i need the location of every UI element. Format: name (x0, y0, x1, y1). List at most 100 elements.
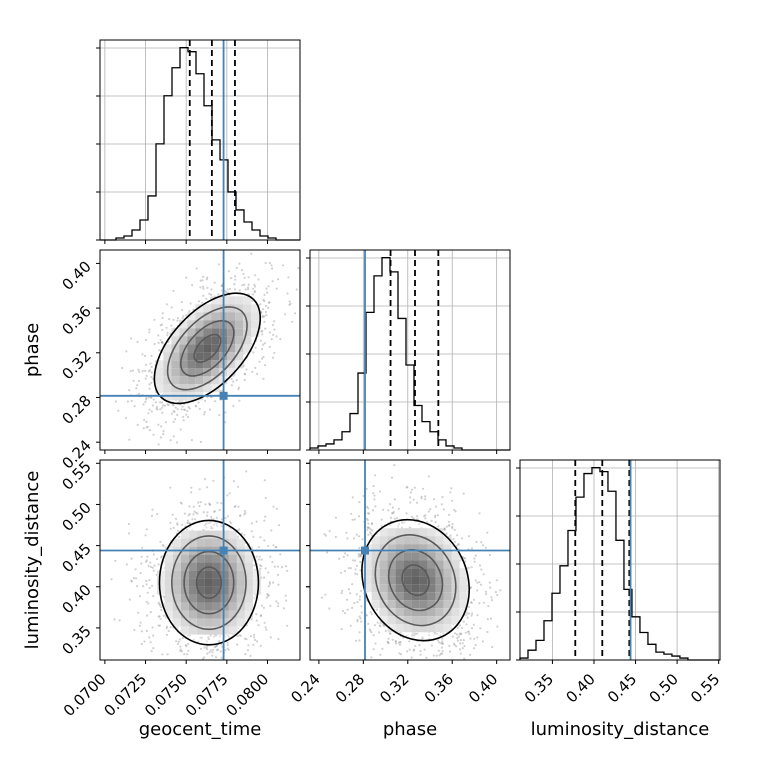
sample-point (170, 306, 173, 309)
sample-point (398, 643, 402, 646)
sample-point (150, 396, 153, 399)
sample-point (212, 479, 215, 482)
sample-point (172, 420, 175, 423)
sample-point (228, 492, 231, 495)
sample-point (371, 509, 375, 512)
sample-point (252, 633, 256, 637)
x-tick-label-luminosity-distance-3: 0.50 (646, 670, 682, 706)
sample-point (255, 613, 258, 616)
sample-point (456, 637, 459, 640)
sample-point (445, 525, 448, 528)
sample-point (161, 406, 164, 409)
sample-point (485, 593, 488, 596)
sample-point (397, 507, 400, 510)
sample-point (255, 640, 259, 643)
sample-point (190, 486, 193, 489)
sample-point (144, 400, 147, 404)
sample-point (257, 546, 260, 549)
sample-point (466, 616, 469, 619)
sample-point (152, 553, 155, 556)
sample-point (265, 596, 268, 599)
x-tick-label-luminosity-distance-2: 0.45 (604, 670, 640, 706)
sample-point (244, 288, 247, 291)
sample-point (490, 599, 494, 602)
sample-point (419, 649, 422, 653)
sample-point (410, 515, 413, 518)
sample-point (470, 566, 473, 569)
sample-point (169, 439, 172, 442)
sample-point (234, 278, 237, 281)
sample-point (276, 573, 280, 577)
sample-point (487, 604, 490, 608)
sample-point (144, 534, 147, 537)
sample-point (165, 326, 168, 329)
sample-point (238, 289, 241, 292)
sample-point (271, 280, 274, 283)
sample-point (437, 525, 440, 528)
sample-point (257, 558, 261, 561)
sample-point (419, 653, 422, 656)
sample-point (153, 342, 156, 346)
sample-point (424, 514, 427, 517)
sample-point (297, 267, 300, 270)
sample-point (140, 642, 143, 646)
sample-point (358, 631, 361, 634)
sample-point (138, 624, 141, 627)
sample-point (202, 285, 205, 288)
y-tick-label-geocent-time-vs-phase-1: 0.28 (58, 392, 94, 428)
sample-point (133, 405, 136, 408)
sample-point (361, 538, 364, 541)
sample-point (159, 401, 162, 404)
sample-point (162, 430, 165, 433)
sample-point (161, 411, 164, 414)
sample-point (408, 648, 411, 651)
sample-point (148, 387, 151, 390)
sample-point (137, 379, 140, 383)
x-tick-label-geocent-time-vs-luminosity-distance-0: 0.0700 (60, 670, 110, 720)
y-tick-label-geocent-time-vs-luminosity-distance-0: 0.35 (58, 622, 94, 658)
sample-point (255, 555, 258, 558)
sample-point (199, 286, 202, 289)
sample-point (346, 537, 349, 540)
sample-point (275, 335, 278, 338)
sample-point (218, 508, 221, 512)
sample-point (357, 535, 361, 538)
sample-point (247, 276, 250, 279)
sample-point (253, 290, 256, 294)
sample-point (287, 276, 290, 279)
sample-point (409, 496, 412, 499)
sample-point (202, 294, 205, 297)
sample-point (145, 559, 148, 562)
sample-point (275, 600, 278, 603)
sample-point (149, 561, 152, 564)
sample-point (496, 593, 499, 597)
sample-point (372, 634, 375, 637)
sample-point (420, 495, 423, 498)
sample-point (356, 620, 359, 623)
sample-point (160, 401, 164, 404)
sample-point (187, 415, 190, 419)
sample-point (358, 595, 362, 598)
sample-point (258, 555, 261, 558)
sample-point (460, 627, 463, 630)
sample-point (357, 555, 360, 558)
sample-point (284, 565, 288, 568)
sample-point (206, 652, 209, 655)
sample-point (243, 276, 246, 279)
sample-point (266, 291, 269, 294)
sample-point (251, 370, 254, 373)
sample-point (136, 423, 139, 426)
sample-point (158, 603, 161, 606)
x-tick-label-geocent-time-vs-luminosity-distance-4: 0.0800 (222, 670, 272, 720)
sample-point (155, 405, 158, 408)
sample-point (271, 356, 275, 359)
sample-point (140, 630, 143, 633)
sample-point (281, 264, 285, 267)
sample-point (176, 408, 179, 411)
sample-point (264, 567, 267, 570)
sample-point (391, 638, 394, 641)
sample-point (146, 591, 149, 594)
sample-point (167, 403, 170, 407)
sample-point (451, 499, 454, 502)
